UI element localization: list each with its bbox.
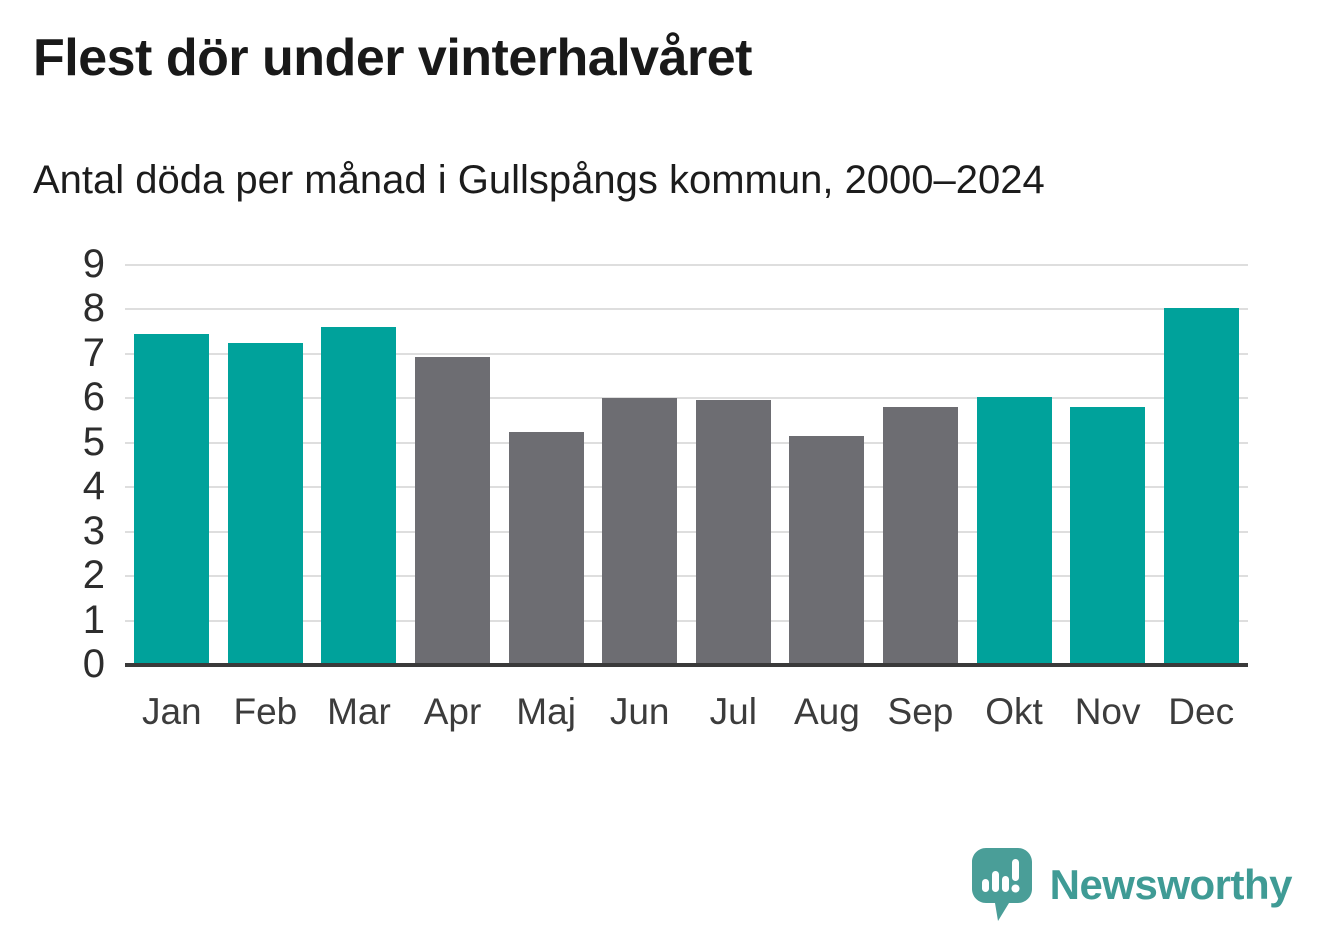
bar-nov [1070, 407, 1146, 665]
x-axis-tick-label-sep: Sep [887, 691, 954, 732]
y-axis-tick-label: 8 [82, 286, 105, 331]
gridline-y8 [125, 308, 1248, 311]
bar-jan [134, 334, 210, 665]
gridline-y9 [125, 264, 1248, 266]
newsworthy-logo[interactable]: Newsworthy [971, 847, 1293, 923]
bar-apr [415, 357, 491, 665]
gridline-y2 [125, 575, 1248, 578]
bar-jul [695, 400, 771, 665]
gridline-y7 [125, 352, 1248, 355]
bar-feb [227, 343, 303, 665]
y-axis-tick-label: 4 [82, 464, 105, 509]
bar-jun [602, 398, 678, 665]
y-axis-tick-label: 5 [82, 419, 105, 464]
newsworthy-logo-text: Newsworthy [1049, 861, 1293, 908]
x-axis-tick-label-mar: Mar [327, 691, 391, 732]
gridline-y1 [125, 619, 1248, 622]
newsworthy-logo-icon [971, 847, 1033, 923]
x-axis-line [125, 663, 1248, 667]
x-axis-tick-label-maj: Maj [516, 691, 576, 732]
gridline-y6 [125, 397, 1248, 400]
y-axis-tick-label: 9 [82, 242, 105, 286]
x-axis-tick-label-okt: Okt [985, 691, 1043, 732]
bar-mar [321, 327, 397, 665]
y-axis-tick-label: 7 [82, 330, 105, 375]
x-axis-tick-label-dec: Dec [1168, 691, 1235, 732]
bar-okt [976, 396, 1052, 665]
bar-dec [1163, 307, 1239, 665]
y-axis-tick-label: 3 [82, 508, 105, 553]
x-axis-tick-label-jul: Jul [709, 691, 757, 732]
x-axis-tick-label-nov: Nov [1074, 691, 1141, 732]
x-axis-tick-label-feb: Feb [233, 691, 298, 732]
y-axis-tick-label: 0 [82, 642, 105, 686]
x-axis-tick-label-jun: Jun [609, 691, 670, 732]
x-axis-tick-label-aug: Aug [793, 691, 860, 732]
x-axis-tick-label-apr: Apr [423, 691, 482, 732]
gridline-y5 [125, 441, 1248, 444]
chart-subtitle: Antal döda per månad i Gullspångs kommun… [33, 158, 1045, 202]
chart-title: Flest dör under vinterhalvåret [33, 29, 752, 87]
gridline-y3 [125, 530, 1248, 533]
y-axis-tick-label: 2 [82, 553, 105, 598]
bar-sep [882, 407, 958, 665]
x-axis-tick-label-jan: Jan [141, 691, 202, 732]
bar-aug [789, 435, 865, 665]
gridline-y4 [125, 486, 1248, 489]
y-axis-tick-label: 6 [82, 375, 105, 420]
bar-maj [508, 432, 584, 665]
y-axis-tick-label: 1 [82, 597, 105, 642]
